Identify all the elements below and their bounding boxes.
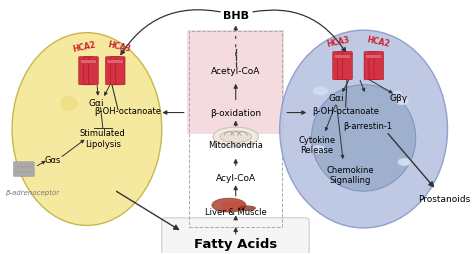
- Ellipse shape: [221, 201, 246, 212]
- FancyBboxPatch shape: [110, 57, 120, 85]
- Ellipse shape: [60, 97, 78, 112]
- FancyBboxPatch shape: [13, 172, 34, 177]
- FancyBboxPatch shape: [116, 57, 125, 85]
- FancyBboxPatch shape: [84, 57, 93, 85]
- Ellipse shape: [220, 131, 252, 143]
- Text: BHB: BHB: [223, 11, 249, 21]
- Text: β-adrenoceptor: β-adrenoceptor: [5, 190, 60, 196]
- Text: Gαs: Gαs: [45, 155, 61, 164]
- FancyBboxPatch shape: [334, 55, 350, 59]
- FancyBboxPatch shape: [333, 52, 342, 81]
- FancyBboxPatch shape: [365, 55, 382, 59]
- Ellipse shape: [212, 198, 246, 212]
- Text: Prostanoids: Prostanoids: [418, 195, 470, 203]
- FancyBboxPatch shape: [364, 52, 374, 81]
- FancyBboxPatch shape: [89, 57, 98, 85]
- Text: Acyl-CoA: Acyl-CoA: [216, 173, 256, 182]
- Circle shape: [313, 88, 328, 96]
- Ellipse shape: [12, 34, 162, 226]
- Text: Gβγ: Gβγ: [390, 93, 408, 102]
- Text: HCA2: HCA2: [72, 40, 96, 54]
- Text: Gαi: Gαi: [88, 99, 104, 107]
- FancyBboxPatch shape: [13, 162, 34, 167]
- Text: Stimulated
Lipolysis: Stimulated Lipolysis: [80, 129, 126, 148]
- Ellipse shape: [311, 85, 416, 192]
- FancyBboxPatch shape: [107, 60, 123, 64]
- FancyBboxPatch shape: [162, 218, 309, 254]
- Text: Fatty Acids: Fatty Acids: [194, 237, 277, 250]
- Bar: [189, 32, 282, 227]
- FancyBboxPatch shape: [374, 52, 383, 81]
- Bar: [187, 31, 284, 135]
- FancyBboxPatch shape: [79, 57, 88, 85]
- FancyBboxPatch shape: [80, 60, 96, 64]
- FancyBboxPatch shape: [343, 52, 352, 81]
- Text: Gαi: Gαi: [328, 93, 344, 102]
- Text: Liver & Muscle: Liver & Muscle: [205, 207, 266, 216]
- FancyBboxPatch shape: [13, 167, 34, 172]
- Ellipse shape: [238, 205, 256, 211]
- Text: HCA3: HCA3: [326, 35, 350, 49]
- Circle shape: [396, 98, 409, 105]
- Ellipse shape: [213, 128, 258, 147]
- Text: β-OH-octanoate: β-OH-octanoate: [94, 106, 161, 115]
- Text: Mitochondria: Mitochondria: [208, 140, 263, 149]
- FancyBboxPatch shape: [338, 52, 347, 81]
- Text: Cytokine
Release: Cytokine Release: [298, 135, 336, 154]
- Text: HCA2: HCA2: [366, 35, 391, 49]
- Text: β-oxidation: β-oxidation: [210, 109, 261, 118]
- Circle shape: [398, 159, 411, 166]
- Text: β-OH-octanoate: β-OH-octanoate: [312, 106, 379, 115]
- FancyBboxPatch shape: [106, 57, 115, 85]
- Text: β-arrestin-1: β-arrestin-1: [344, 121, 393, 130]
- Circle shape: [393, 92, 402, 97]
- Ellipse shape: [280, 31, 447, 228]
- Text: HCA3: HCA3: [107, 40, 132, 54]
- Text: Acetyl-CoA: Acetyl-CoA: [211, 67, 260, 76]
- Circle shape: [311, 146, 325, 153]
- FancyBboxPatch shape: [369, 52, 379, 81]
- Text: Chemokine
Signalling: Chemokine Signalling: [326, 165, 374, 185]
